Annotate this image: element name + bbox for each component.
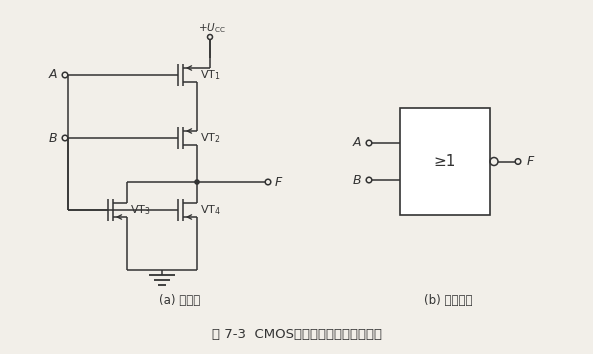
Text: $F$: $F$ [526, 155, 535, 168]
Text: 图 7-3  CMOS或非门电路及其逻辑符号: 图 7-3 CMOS或非门电路及其逻辑符号 [212, 329, 381, 342]
Text: VT$_4$: VT$_4$ [200, 203, 221, 217]
Circle shape [194, 179, 200, 185]
Text: (b) 逻辑符号: (b) 逻辑符号 [424, 293, 472, 307]
Text: VT$_3$: VT$_3$ [130, 203, 151, 217]
Text: ≥1: ≥1 [434, 154, 456, 169]
Text: $A$: $A$ [352, 137, 362, 149]
Text: $F$: $F$ [274, 176, 283, 188]
Text: VT$_2$: VT$_2$ [200, 131, 221, 145]
Text: $B$: $B$ [352, 173, 362, 187]
Text: $+U_{\mathrm{CC}}$: $+U_{\mathrm{CC}}$ [198, 21, 226, 35]
Bar [400, 108, 490, 215]
Text: $B$: $B$ [48, 131, 58, 144]
Text: $A$: $A$ [47, 69, 58, 81]
Text: (a) 电路图: (a) 电路图 [160, 293, 200, 307]
Text: VT$_1$: VT$_1$ [200, 68, 221, 82]
